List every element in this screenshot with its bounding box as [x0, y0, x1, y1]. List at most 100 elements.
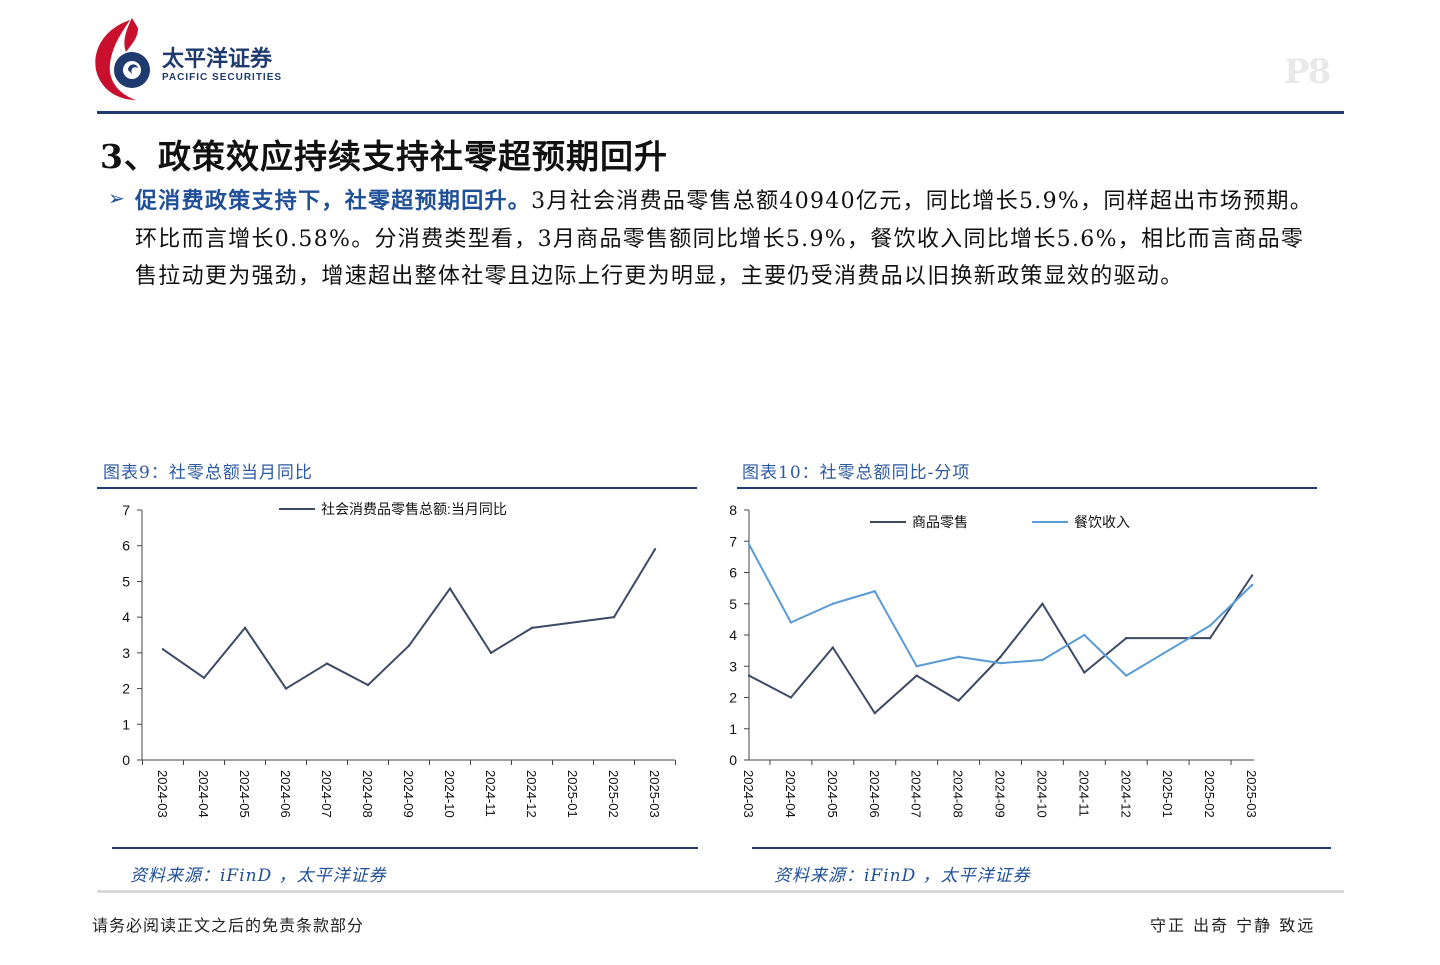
- chart2-y-tick-label: 6: [729, 565, 737, 581]
- chart2-data-point: [957, 699, 960, 702]
- chart2-data-point: [1125, 674, 1128, 677]
- chart2-y-tick-label: 2: [729, 690, 737, 706]
- chart1-y-tick-label: 2: [122, 681, 130, 697]
- chart1-data-point: [530, 626, 534, 630]
- chart2-y-tick-label: 0: [729, 752, 737, 768]
- chart1-data-point: [202, 676, 206, 680]
- chart1-x-tick-label: 2024-06: [278, 770, 293, 818]
- chart2-data-point: [873, 590, 876, 593]
- chart1-x-tick-label: 2024-07: [319, 770, 334, 818]
- section-title: 3、政策效应持续支持社零超预期回升: [100, 137, 668, 176]
- figure-10-source: 资料来源：iFinD ，太平洋证券: [774, 866, 1031, 886]
- chart2-x-tick-label: 2024-10: [1034, 770, 1049, 818]
- chart2-y-tick-label: 7: [729, 533, 737, 549]
- chart2-x-tick-label: 2024-09: [993, 770, 1008, 818]
- chart1-x-tick-label: 2024-03: [155, 770, 170, 818]
- chart2-x-tick-label: 2024-06: [867, 770, 882, 818]
- chart2-data-point: [1250, 574, 1254, 577]
- page-number: P8: [1284, 52, 1331, 92]
- chart1-data-point: [612, 615, 616, 619]
- chart1-x-tick-label: 2024-09: [401, 770, 416, 818]
- chart1-y-tick-label: 1: [122, 716, 130, 732]
- chart1-y-tick-label: 4: [122, 609, 130, 625]
- chart2-x-tick-label: 2025-03: [1244, 770, 1259, 818]
- chart2-data-point: [1208, 636, 1212, 640]
- chart1-x-tick-label: 2025-03: [647, 770, 662, 818]
- chart1-x-tick-label: 2024-11: [483, 770, 498, 817]
- chart2-data-point: [1208, 624, 1212, 627]
- chart2-data-point: [999, 655, 1002, 659]
- chart2-data-point: [789, 621, 793, 624]
- footer-motto: 守正 出奇 宁静 致远: [1150, 916, 1316, 935]
- chart2-data-point: [1041, 658, 1044, 662]
- chart1-series-line: [162, 548, 656, 690]
- figure-10-chart: 0 1 2 3 4 5 6 7 8 2024-03 2024-04 2024-05 2024-06 202…: [729, 502, 1259, 818]
- chart2-data-point: [1125, 636, 1128, 640]
- chart2-x-tick-label: 2025-01: [1160, 770, 1175, 818]
- header-divider: [97, 111, 1344, 114]
- figure-10-title: 图表10：社零总额同比-分项: [742, 463, 971, 483]
- chart2-data-point: [1083, 633, 1086, 637]
- figure-10-bottom-rule: [752, 847, 1331, 849]
- chart2-x-tick-label: 2024-03: [741, 770, 756, 818]
- paragraph-body: 3月社会消费品零售总额40940亿元，同比增长5.9%，同样超出市场预期。环比而…: [135, 189, 1314, 289]
- chart2-data-point: [957, 655, 960, 659]
- chart2-x-tick-label: 2025-02: [1202, 770, 1217, 818]
- chart1-y-tick-label: 0: [122, 752, 130, 768]
- chart2-x-tick-label: 2024-08: [951, 770, 966, 818]
- chart2-data-point: [789, 696, 793, 699]
- chart1-y-tick-label: 3: [122, 645, 130, 661]
- chart2-data-point: [831, 602, 835, 605]
- chart1-x-tick-label: 2025-02: [606, 770, 621, 818]
- chart1-y-tick-label: 6: [122, 538, 130, 554]
- chart2-y-tick-label: 4: [729, 627, 737, 643]
- chart2-data-point: [915, 674, 918, 677]
- figure-9-chart: 0 1 2 3 4 5 6 7 2024-03 2024-04 2024-05 2024-06 2024…: [122, 501, 676, 818]
- chart2-x-tick-label: 2024-04: [783, 770, 798, 818]
- chart1-legend-label: 社会消费品零售总额:当月同比: [321, 501, 507, 517]
- company-name-en: PACIFIC SECURITIES: [162, 72, 282, 83]
- chart1-x-tick-label: 2024-04: [196, 770, 211, 818]
- paragraph-highlight: 促消费政策支持下，社零超预期回升。: [135, 188, 532, 214]
- chart2-y-tick-label: 8: [729, 502, 737, 518]
- chart1-data-point: [284, 687, 288, 690]
- figure-9-title: 图表9：社零总额当月同比: [103, 463, 313, 483]
- chart1-data-point: [243, 626, 247, 630]
- chart2-series-line: [748, 575, 1253, 715]
- chart2-data-point: [1250, 583, 1254, 587]
- chart1-data-point: [161, 648, 165, 651]
- chart1-data-point: [325, 662, 329, 665]
- chart1-x-tick-label: 2024-10: [442, 770, 457, 818]
- chart2-y-tick-label: 5: [729, 596, 737, 612]
- chart1-data-point: [407, 644, 411, 647]
- chart2-legend-label: 商品零售: [912, 514, 968, 530]
- chart2-x-tick-label: 2024-05: [825, 770, 840, 818]
- chart1-data-point: [489, 651, 493, 655]
- chart2-data-point: [873, 711, 876, 715]
- chart2-x-tick-label: 2024-12: [1118, 770, 1133, 818]
- chart1-x-tick-label: 2024-05: [237, 770, 252, 818]
- figure-10-top-rule: [737, 487, 1317, 489]
- chart2-data-point: [999, 661, 1002, 665]
- chart2-data-point: [831, 646, 835, 649]
- chart1-data-point: [653, 548, 657, 551]
- chart1-y-tick-label: 7: [122, 502, 130, 518]
- figure-9-bottom-rule: [112, 847, 698, 849]
- chart2-x-tick-label: 2024-07: [909, 770, 924, 818]
- chart2-series-line: [748, 543, 1253, 677]
- logo-mark: 太平洋证券 PACIFIC SECURITIES: [95, 18, 282, 100]
- chart1-x-tick-label: 2024-12: [524, 770, 539, 818]
- summary-paragraph: 促消费政策支持下，社零超预期回升。3月社会消费品零售总额40940亿元，同比增长…: [135, 183, 1315, 296]
- chart2-y-tick-label: 1: [729, 721, 737, 737]
- chart1-x-tick-label: 2025-01: [565, 770, 580, 818]
- figure-9-source: 资料来源：iFinD ，太平洋证券: [130, 866, 387, 886]
- chart2-legend-label: 餐饮收入: [1074, 514, 1130, 530]
- chart2-data-point: [747, 674, 751, 677]
- chart1-y-tick-label: 5: [122, 573, 130, 589]
- chart2-data-point: [1083, 671, 1086, 674]
- company-logo: 太平洋证券 PACIFIC SECURITIES: [88, 14, 308, 104]
- chart2-y-tick-label: 3: [729, 658, 737, 674]
- footer-divider: [97, 890, 1344, 893]
- chart1-x-tick-label: 2024-08: [360, 770, 375, 818]
- company-name-cn: 太平洋证券: [162, 46, 273, 71]
